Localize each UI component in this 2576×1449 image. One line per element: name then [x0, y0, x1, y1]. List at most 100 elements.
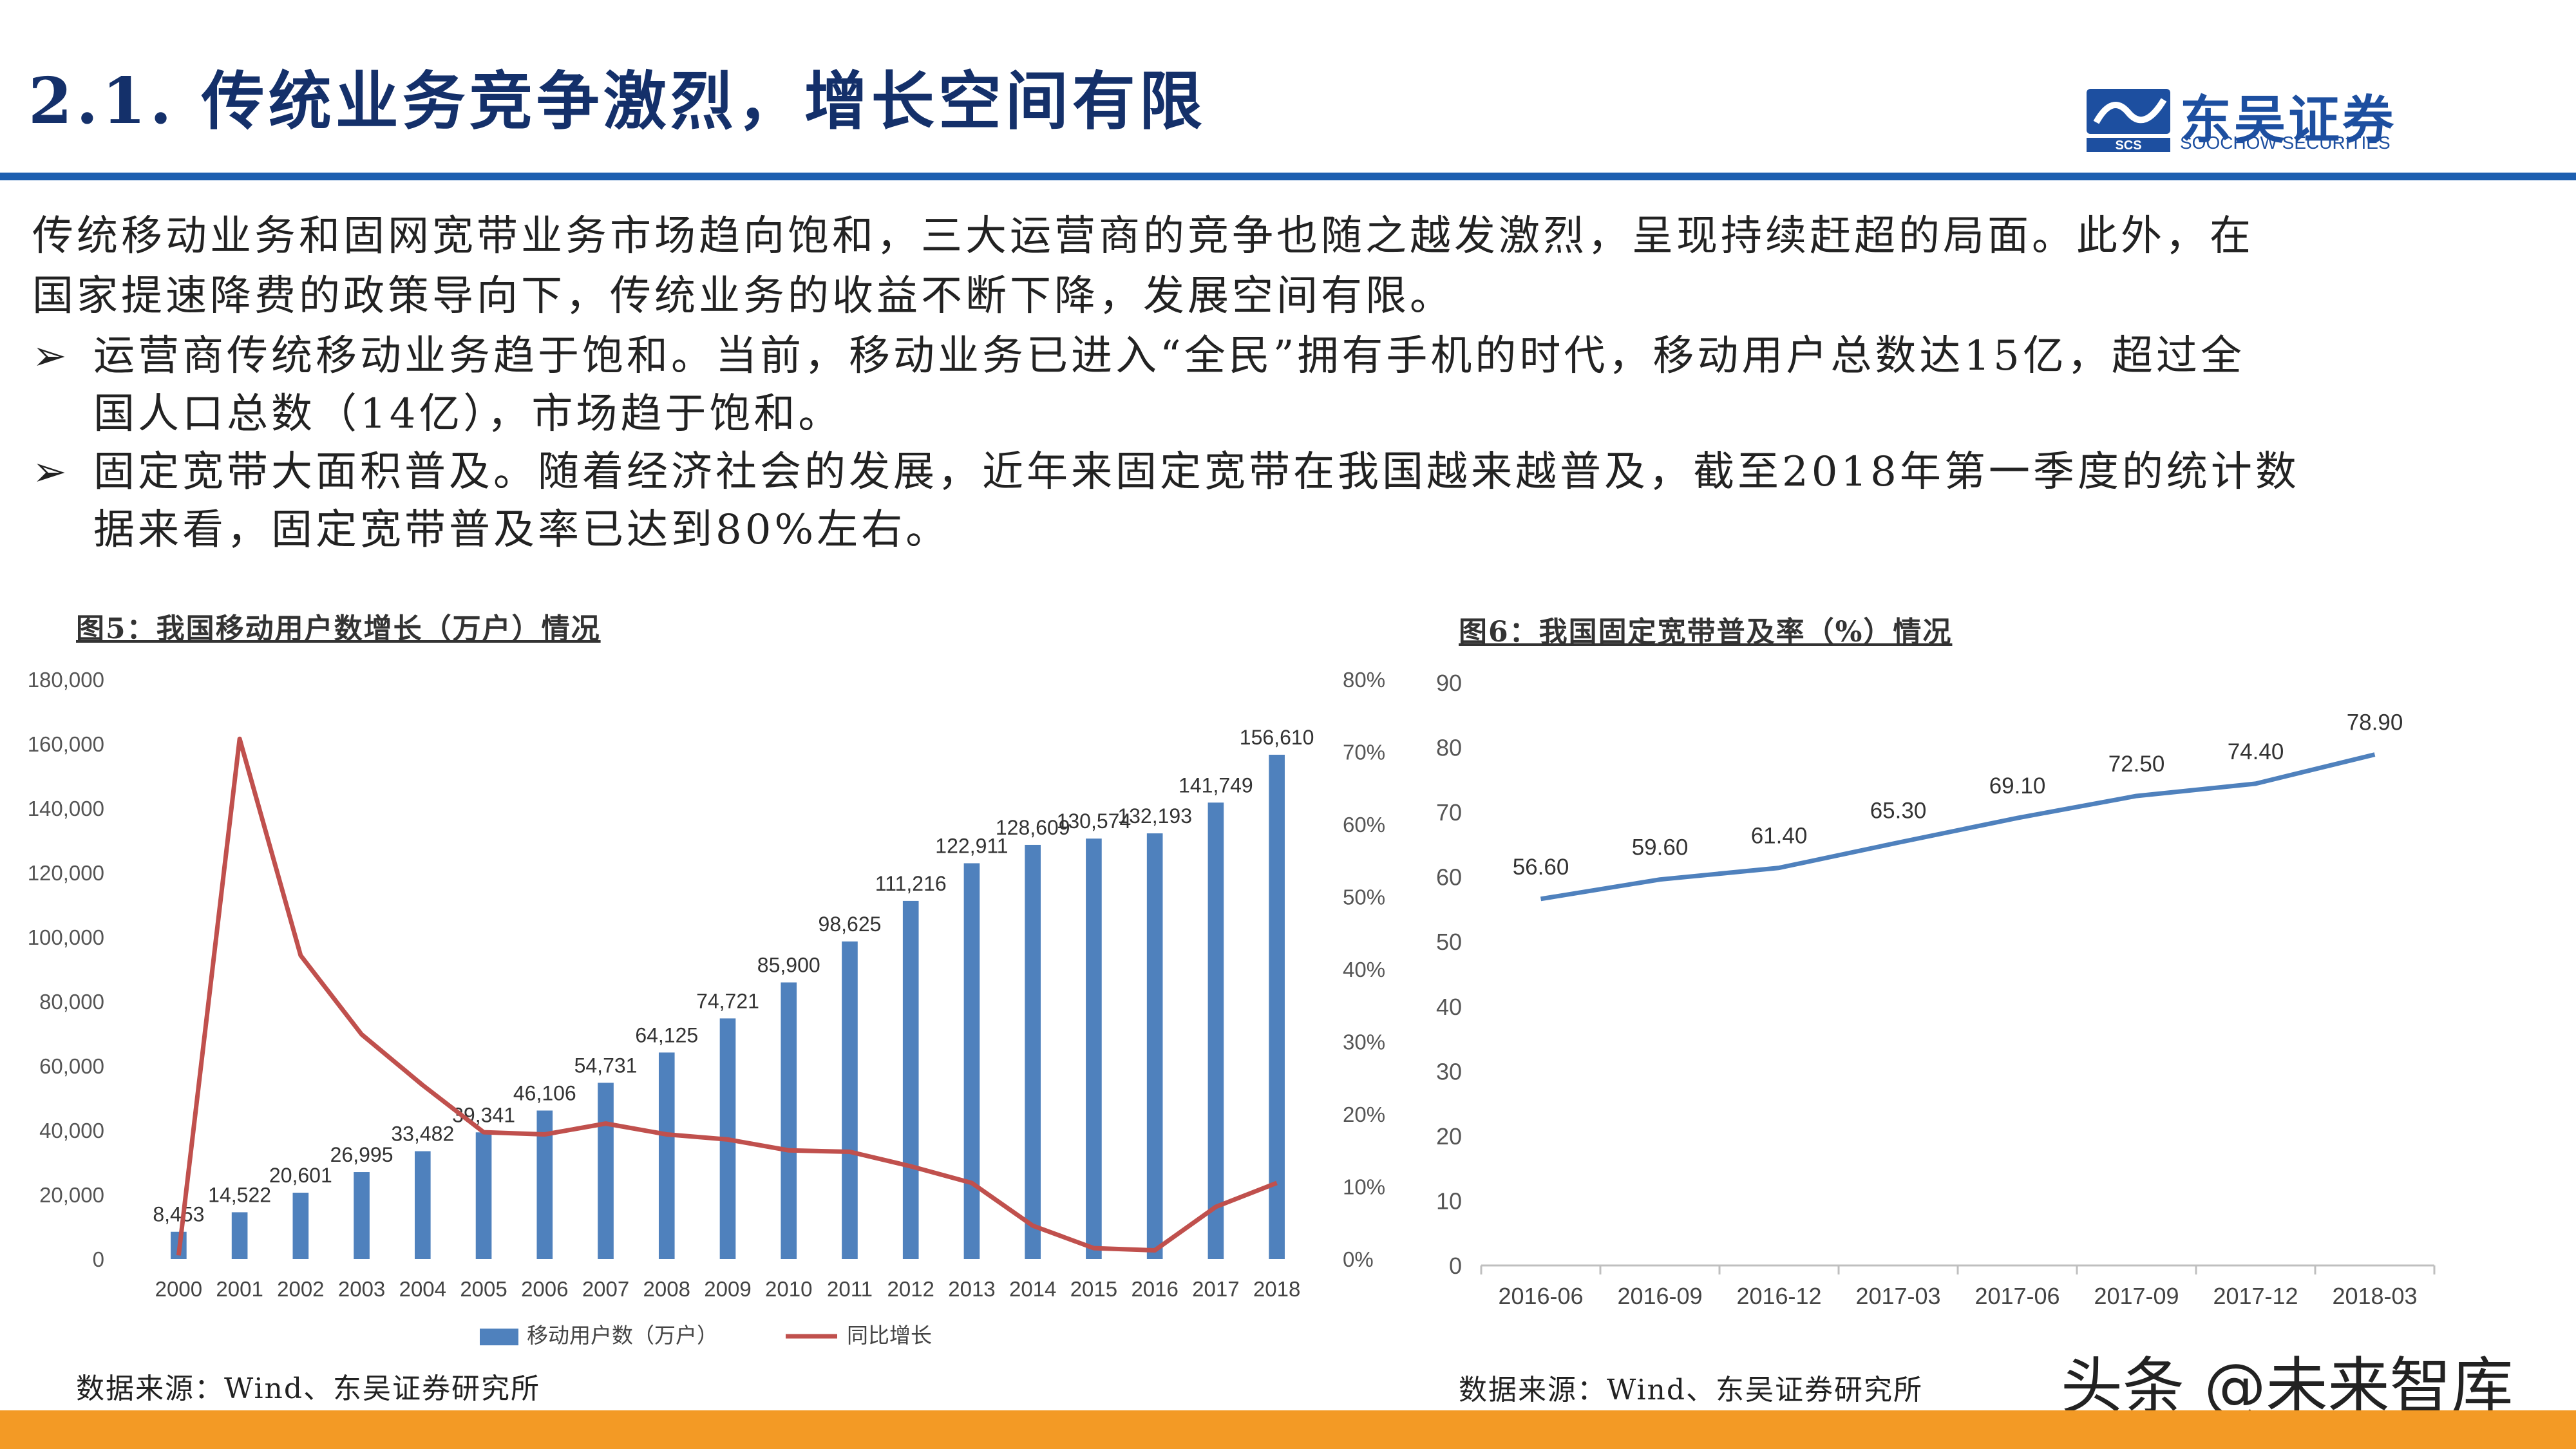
y-tick-label: 60,000 [39, 1054, 104, 1078]
x-tick-label: 2016 [1131, 1277, 1178, 1301]
bar-data-label: 132,193 [1117, 804, 1192, 828]
y-tick-label: 0 [93, 1247, 104, 1271]
scs-logo-icon: SCS [2087, 89, 2170, 153]
logo-text: 东吴证券 [2180, 90, 2396, 150]
y-tick-label: 120,000 [28, 861, 104, 885]
y-tick-label: 20 [1436, 1123, 1462, 1150]
x-tick-label: 2012 [887, 1277, 934, 1301]
page-title: 2.1. 传统业务竞争激烈，增长空间有限 [28, 64, 1206, 138]
y-tick-label: 10 [1436, 1188, 1462, 1214]
y2-tick-label: 70% [1343, 741, 1385, 764]
y2-tick-label: 50% [1343, 886, 1385, 909]
bullet-arrow-icon: ➢ [32, 448, 67, 496]
x-tick-label: 2001 [216, 1277, 263, 1301]
y-tick-label: 40 [1436, 994, 1462, 1020]
x-tick-label: 2002 [277, 1277, 324, 1301]
y2-tick-label: 80% [1343, 668, 1385, 692]
y-tick-label: 30 [1436, 1058, 1462, 1084]
broadband-rate-line [1540, 752, 2376, 902]
intro-line-1: 传统移动业务和固网宽带业务市场趋向饱和，三大运营商的竞争也随之越发激烈，呈现持续… [32, 213, 2254, 260]
chart-2-source: 数据来源：Wind、东吴证券研究所 [1459, 1374, 1924, 1406]
y-tick-label: 140,000 [28, 797, 104, 820]
bar-data-label: 64,125 [635, 1023, 698, 1046]
y-tick-label: 90 [1436, 670, 1462, 696]
x-tick-label: 2003 [338, 1277, 385, 1301]
x-tick-label: 2017-09 [2094, 1283, 2179, 1309]
bar [231, 1212, 248, 1259]
x-tick-label: 2015 [1070, 1277, 1117, 1301]
bar-data-label: 26,995 [330, 1143, 393, 1166]
x-tick-label: 2013 [948, 1277, 995, 1301]
chart-1-mobile-users: 0 20,000 40,000 60,000 80,000 100,000 120,000 1… [28, 668, 1385, 1347]
line-data-label: 65.30 [1870, 798, 1927, 823]
x-tick-label: 2017 [1192, 1277, 1239, 1301]
line-data-label: 59.60 [1632, 835, 1689, 860]
y-tick-label: 80 [1436, 735, 1462, 761]
y2-tick-label: 10% [1343, 1175, 1385, 1199]
x-tick-label: 2008 [643, 1277, 690, 1301]
legend-label: 移动用户数（万户） [527, 1323, 718, 1347]
company-logo: SCS 东吴证券 SOOCHOW SECURITIES [2083, 84, 2444, 155]
x-tick-label: 2000 [155, 1277, 202, 1301]
x-tick-label: 2007 [582, 1277, 629, 1301]
y-tick-label: 70 [1436, 799, 1462, 826]
bar [598, 1083, 614, 1259]
line-data-label: 56.60 [1513, 855, 1569, 880]
bullet-arrow-icon: ➢ [32, 332, 67, 380]
bar-data-label: 14,522 [208, 1183, 271, 1206]
bar [475, 1132, 492, 1259]
x-tick-label: 2010 [765, 1277, 812, 1301]
x-tick-label: 2017-03 [1855, 1283, 1940, 1309]
bar [1146, 833, 1163, 1259]
y2-tick-label: 20% [1343, 1103, 1385, 1126]
bar-data-label: 156,610 [1240, 726, 1314, 749]
legend-swatch-bar [480, 1329, 518, 1345]
bar-data-label: 141,749 [1179, 773, 1253, 797]
y2-tick-label: 30% [1343, 1030, 1385, 1054]
bar [1025, 844, 1041, 1259]
line-data-label: 78.90 [2347, 710, 2403, 735]
bar [963, 863, 980, 1259]
x-tick-label: 2011 [827, 1277, 873, 1301]
x-tick-label: 2006 [521, 1277, 568, 1301]
bullet-2-line-2: 据来看，固定宽带普及率已达到80%左右。 [93, 506, 951, 554]
bar-data-label: 122,911 [935, 834, 1008, 857]
line-data-label: 61.40 [1751, 824, 1808, 849]
y-tick-label: 50 [1436, 929, 1462, 955]
growth-line [176, 736, 1278, 1256]
y-tick-label: 40,000 [39, 1119, 104, 1142]
x-tick-label: 2005 [460, 1277, 507, 1301]
x-tick-label: 2018 [1253, 1277, 1300, 1301]
line-data-label: 72.50 [2108, 752, 2165, 777]
line-data-label: 74.40 [2228, 739, 2284, 764]
chart-2-title: 图6：我国固定宽带普及率（%）情况 [1459, 616, 1953, 649]
x-tick-label: 2017-12 [2213, 1283, 2298, 1309]
y2-tick-label: 60% [1343, 813, 1385, 837]
y2-tick-label: 40% [1343, 958, 1385, 981]
bar [354, 1172, 370, 1259]
chart-1-title: 图5：我国移动用户数增长（万户）情况 [76, 612, 601, 645]
bar-data-label: 130,574 [1057, 810, 1132, 833]
bar-data-label: 98,625 [819, 913, 882, 936]
y-tick-label: 0 [1449, 1253, 1462, 1279]
footer-bar [0, 1410, 2576, 1449]
bar-data-label: 54,731 [574, 1054, 638, 1077]
bar [1208, 802, 1224, 1259]
y2-tick-label: 0% [1343, 1247, 1374, 1271]
bar [658, 1052, 675, 1259]
bar [902, 900, 919, 1259]
bar-data-label: 74,721 [696, 989, 759, 1012]
bar-data-label: 33,482 [391, 1122, 454, 1146]
x-tick-label: 2014 [1009, 1277, 1056, 1301]
bar [781, 982, 797, 1259]
bar [415, 1151, 431, 1259]
x-tick-label: 2016-06 [1498, 1283, 1583, 1309]
bullet-1-line-1: 运营商传统移动业务趋于饱和。当前，移动业务已进入“全民”拥有手机的时代，移动用户… [93, 332, 2245, 380]
bar-data-label: 20,601 [269, 1164, 332, 1187]
bar [842, 941, 858, 1259]
bullet-1-line-2: 国人口总数（14亿），市场趋于饱和。 [93, 390, 843, 438]
legend-label: 同比增长 [847, 1323, 932, 1347]
x-tick-label: 2017-06 [1975, 1283, 2060, 1309]
y-tick-label: 160,000 [28, 732, 104, 756]
bar-data-label: 111,216 [875, 872, 947, 895]
